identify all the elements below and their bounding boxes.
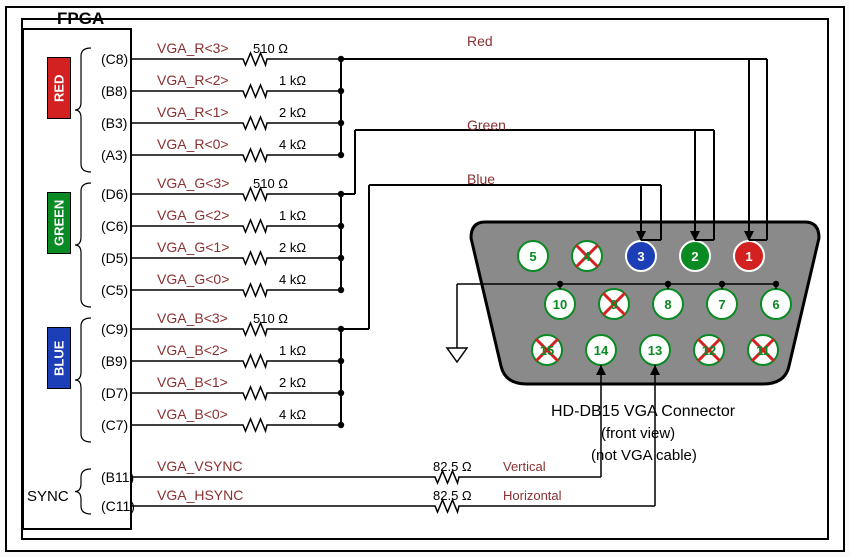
svg-text:4: 4: [583, 249, 591, 264]
svg-text:1 kΩ: 1 kΩ: [279, 73, 306, 88]
svg-text:8: 8: [664, 297, 671, 312]
svg-text:13: 13: [648, 343, 662, 358]
svg-text:Vertical: Vertical: [503, 459, 546, 474]
svg-text:VGA_B<1>: VGA_B<1>: [157, 374, 228, 390]
svg-text:(B9): (B9): [101, 353, 127, 369]
schematic-svg: (C8) VGA_R<3> 510 Ω (B8) VGA_R<2> 1 kΩ (B3) VGA…: [7, 8, 847, 554]
svg-text:9: 9: [610, 297, 617, 312]
svg-text:15: 15: [540, 343, 554, 358]
svg-text:(not VGA cable): (not VGA cable): [591, 447, 697, 464]
svg-text:(D5): (D5): [101, 250, 128, 266]
svg-text:82.5 Ω: 82.5 Ω: [433, 459, 472, 474]
svg-text:510 Ω: 510 Ω: [253, 311, 288, 326]
svg-text:VGA_R<1>: VGA_R<1>: [157, 104, 229, 120]
svg-text:VGA_G<1>: VGA_G<1>: [157, 239, 229, 255]
svg-text:14: 14: [594, 343, 609, 358]
svg-text:(D6): (D6): [101, 186, 128, 202]
svg-text:82.5 Ω: 82.5 Ω: [433, 488, 472, 503]
svg-text:VGA_VSYNC: VGA_VSYNC: [157, 458, 243, 474]
svg-text:3: 3: [637, 249, 644, 264]
svg-text:12: 12: [702, 343, 716, 358]
svg-text:VGA_B<3>: VGA_B<3>: [157, 310, 228, 326]
svg-text:1 kΩ: 1 kΩ: [279, 343, 306, 358]
svg-text:VGA_R<2>: VGA_R<2>: [157, 72, 229, 88]
svg-text:VGA_B<0>: VGA_B<0>: [157, 406, 228, 422]
svg-text:2 kΩ: 2 kΩ: [279, 240, 306, 255]
svg-text:(B3): (B3): [101, 115, 127, 131]
svg-text:(C8): (C8): [101, 51, 128, 67]
svg-text:VGA_G<2>: VGA_G<2>: [157, 207, 229, 223]
svg-text:4 kΩ: 4 kΩ: [279, 272, 306, 287]
svg-text:510 Ω: 510 Ω: [253, 41, 288, 56]
svg-text:7: 7: [718, 297, 725, 312]
svg-text:6: 6: [772, 297, 779, 312]
svg-text:VGA_R<0>: VGA_R<0>: [157, 136, 229, 152]
svg-text:11: 11: [756, 343, 770, 358]
svg-text:(C6): (C6): [101, 218, 128, 234]
svg-text:VGA_G<0>: VGA_G<0>: [157, 271, 229, 287]
svg-text:(front view): (front view): [601, 425, 675, 442]
svg-text:(C11): (C11): [101, 498, 135, 514]
svg-text:(D7): (D7): [101, 385, 128, 401]
svg-text:4 kΩ: 4 kΩ: [279, 407, 306, 422]
svg-text:1: 1: [745, 249, 752, 264]
svg-text:2 kΩ: 2 kΩ: [279, 105, 306, 120]
svg-text:Horizontal: Horizontal: [503, 488, 562, 503]
svg-text:(C7): (C7): [101, 417, 128, 433]
svg-text:4 kΩ: 4 kΩ: [279, 137, 306, 152]
svg-text:2: 2: [691, 249, 698, 264]
svg-text:(B11): (B11): [101, 469, 134, 485]
svg-text:1 kΩ: 1 kΩ: [279, 208, 306, 223]
svg-text:(C9): (C9): [101, 321, 128, 337]
diagram-outer: FPGA SYNC RED GREEN BLUE (C8)VGA_R<3>510…: [5, 6, 845, 552]
svg-text:510 Ω: 510 Ω: [253, 176, 288, 191]
svg-text:5: 5: [529, 249, 536, 264]
svg-text:HD-DB15 VGA Connector: HD-DB15 VGA Connector: [551, 403, 736, 420]
svg-text:VGA_G<3>: VGA_G<3>: [157, 175, 229, 191]
svg-text:VGA_R<3>: VGA_R<3>: [157, 40, 229, 56]
svg-text:(C5): (C5): [101, 282, 128, 298]
svg-text:(A3): (A3): [101, 147, 127, 163]
svg-text:10: 10: [553, 297, 567, 312]
svg-text:VGA_B<2>: VGA_B<2>: [157, 342, 228, 358]
svg-text:VGA_HSYNC: VGA_HSYNC: [157, 487, 243, 503]
svg-text:2 kΩ: 2 kΩ: [279, 375, 306, 390]
svg-text:(B8): (B8): [101, 83, 127, 99]
